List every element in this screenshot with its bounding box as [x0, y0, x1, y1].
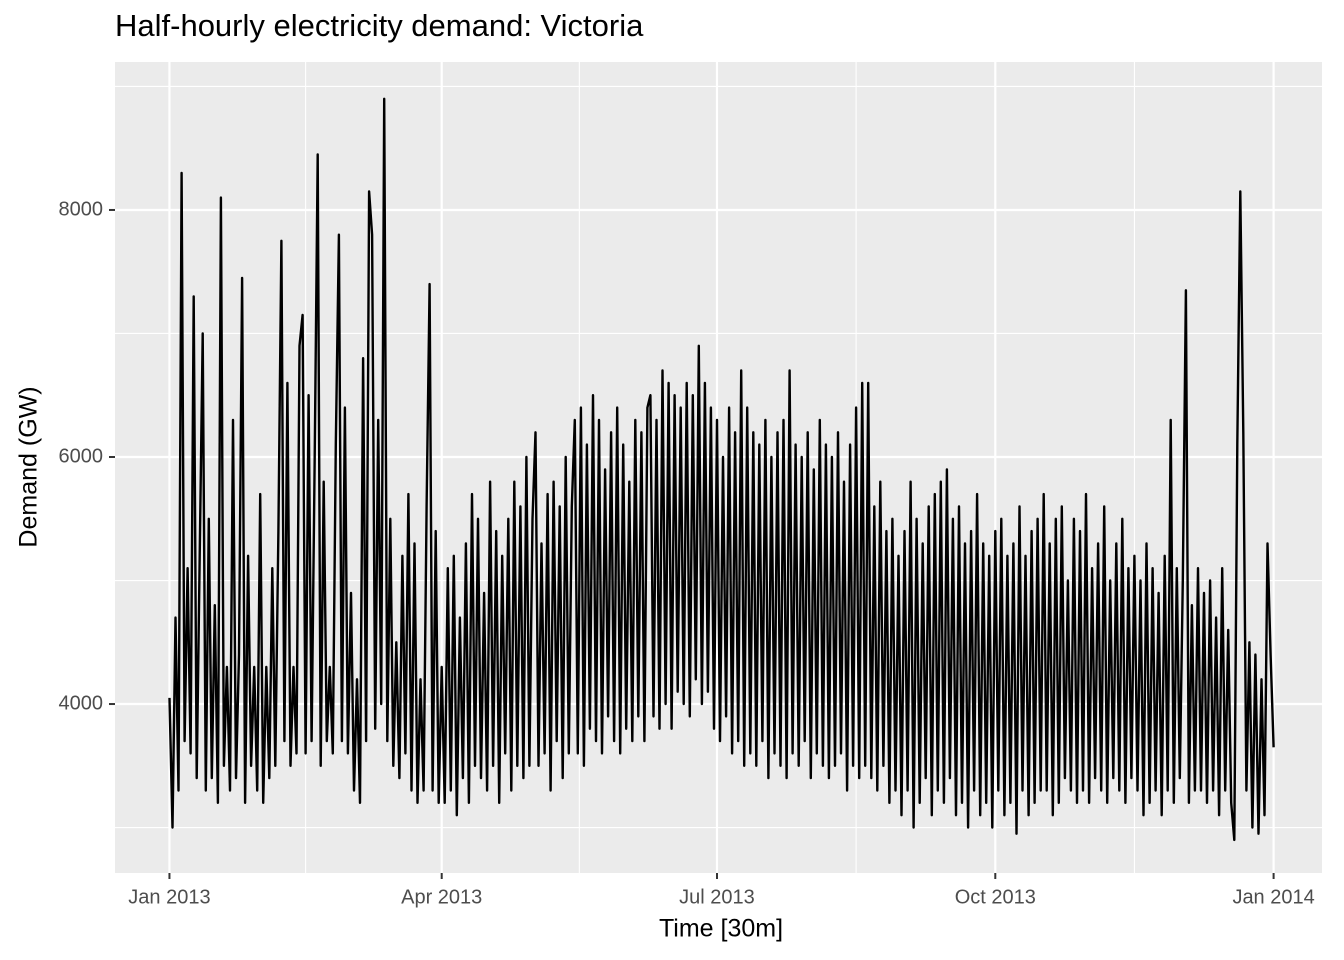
y-tick-label: 4000 — [59, 692, 104, 714]
demand-line — [168, 97, 1275, 842]
x-tick-label: Jul 2013 — [679, 886, 755, 908]
x-tick-label: Oct 2013 — [955, 886, 1036, 908]
axes: 4000 6000 8000 Jan 2013 Apr 2013 Jul 2013 Oct … — [59, 198, 1315, 908]
chart-title: Half-hourly electricity demand: Victoria — [115, 8, 644, 43]
marks — [168, 97, 1275, 842]
y-tick-label: 8000 — [59, 198, 104, 220]
y-tick-label: 6000 — [59, 445, 104, 467]
x-tick-label: Jan 2013 — [128, 886, 210, 908]
x-axis-label: Time [30m] — [659, 915, 783, 943]
y-axis-label: Demand (GW) — [15, 386, 43, 547]
x-tick-label: Jan 2014 — [1232, 886, 1314, 908]
x-tick-label: Apr 2013 — [401, 886, 482, 908]
